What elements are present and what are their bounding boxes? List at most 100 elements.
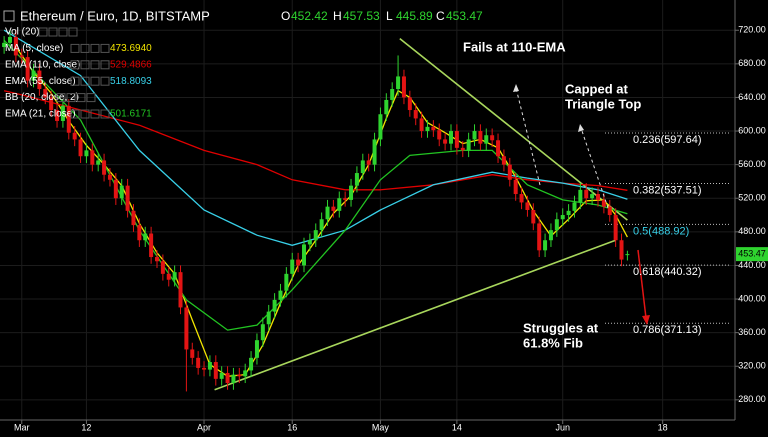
trendline: [214, 239, 616, 391]
candle-body: [7, 36, 12, 43]
candle-body: [384, 99, 389, 115]
candle-body: [184, 307, 189, 350]
candle-body: [484, 135, 489, 144]
candle-body: [296, 259, 301, 266]
ohlc-key: H: [333, 9, 342, 23]
candle-body: [543, 240, 548, 251]
y-tick-label: 400.00: [738, 293, 766, 303]
candle-body: [560, 215, 565, 220]
candle-body: [454, 131, 459, 148]
candle-body: [266, 311, 271, 325]
candle-body: [31, 70, 36, 81]
candle-body: [260, 324, 265, 341]
legend-name: MA (5, close): [5, 43, 63, 54]
candle-body: [243, 370, 248, 377]
legend-name: Vol (20): [5, 27, 39, 38]
legend-icon: [66, 93, 76, 103]
candle-body: [213, 362, 218, 379]
candle-body: [354, 173, 359, 186]
y-tick-label: 520.00: [738, 193, 766, 203]
candle-body: [396, 76, 401, 90]
candle-body: [378, 114, 383, 140]
candle-body: [407, 97, 412, 111]
x-tick-label: 16: [287, 422, 297, 432]
candle-body: [578, 189, 583, 203]
candle-body: [607, 206, 612, 216]
arrow: [580, 127, 609, 209]
x-tick-label: Apr: [197, 422, 211, 432]
fib-label: 0.786(371.13): [633, 324, 702, 336]
annotation: Capped at: [565, 81, 629, 96]
candle-body: [25, 57, 30, 81]
candle-body: [625, 254, 630, 256]
annotation: Fails at 110-EMA: [463, 39, 566, 54]
y-tick-label: 600.00: [738, 125, 766, 135]
legend-icon: [70, 60, 80, 70]
candle-body: [231, 374, 236, 384]
candle-body: [319, 219, 324, 231]
candle-body: [343, 198, 348, 200]
legend-name: EMA (55, close): [5, 76, 76, 87]
candle-body: [366, 160, 371, 165]
legend-icon: [70, 109, 80, 119]
candle-body: [149, 233, 154, 258]
candle-body: [90, 150, 95, 165]
candle-body: [143, 233, 148, 241]
fib-label: 0.236(597.64): [633, 134, 702, 146]
x-tick-label: Mar: [14, 422, 30, 432]
y-tick-label: 320.00: [738, 361, 766, 371]
legend-icon: [80, 109, 90, 119]
arrow-head: [578, 124, 584, 132]
candle-body: [202, 367, 207, 370]
candle-body: [619, 240, 624, 260]
candle-body: [490, 135, 495, 141]
candle-body: [360, 160, 365, 174]
candle-body: [249, 357, 254, 371]
legend-icon: [80, 76, 90, 86]
legend-value: 518.8093: [110, 76, 152, 87]
candle-body: [325, 206, 330, 220]
ohlc-key: O: [281, 9, 290, 23]
candle-body: [96, 160, 101, 165]
candle-body: [190, 349, 195, 358]
y-tick-label: 720.00: [738, 25, 766, 35]
price-tag-label: 453.47: [738, 249, 766, 259]
candle-body: [13, 36, 18, 56]
candle-body: [301, 244, 306, 266]
candle-body: [548, 230, 553, 241]
candle-body: [419, 118, 424, 132]
annotation: 61.8% Fib: [523, 335, 583, 350]
candle-body: [507, 164, 512, 180]
candle-body: [166, 273, 171, 280]
candle-body: [537, 223, 542, 251]
legend-name: EMA (21, close): [5, 109, 76, 120]
legend-icon: [70, 76, 80, 86]
candle-body: [531, 210, 536, 224]
candle-body: [178, 272, 183, 308]
candle-body: [66, 105, 71, 133]
y-tick-label: 440.00: [738, 260, 766, 270]
candle-body: [207, 362, 212, 370]
arrow-head: [642, 315, 650, 325]
candle-body: [107, 174, 112, 180]
y-tick-label: 560.00: [738, 159, 766, 169]
legend-icon: [48, 27, 58, 37]
candle-body: [160, 261, 165, 274]
candle-body: [119, 185, 124, 199]
candle-body: [237, 374, 242, 377]
candle-body: [372, 139, 377, 165]
ohlc-value: 457.53: [343, 9, 380, 23]
legend-icon: [58, 27, 68, 37]
candle-body: [590, 194, 595, 199]
x-tick-label: 18: [658, 422, 668, 432]
candle-body: [331, 206, 336, 211]
candle-body: [307, 240, 312, 245]
y-tick-label: 640.00: [738, 92, 766, 102]
grid: [0, 0, 735, 420]
x-tick-label: 14: [452, 422, 462, 432]
labels: 280.00 320.00 360.00 400.00 440.00 480.00 520.…: [5, 9, 768, 432]
candle-body: [572, 202, 577, 211]
y-tick-label: 480.00: [738, 226, 766, 236]
candle-body: [137, 225, 142, 241]
